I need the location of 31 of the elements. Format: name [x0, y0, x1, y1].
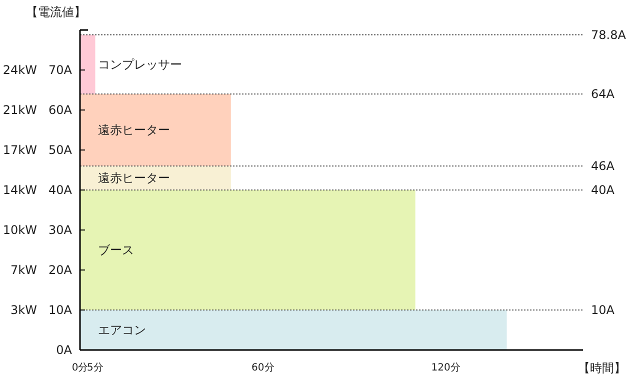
- y-tick-label: 40A: [48, 183, 73, 197]
- ref-line-label: 46A: [591, 159, 616, 173]
- ref-line-label: 64A: [591, 87, 616, 101]
- y-tick-label: 10A: [48, 303, 73, 317]
- series-label: 遠赤ヒーター: [98, 123, 170, 137]
- y-tick-label: 60A: [48, 103, 73, 117]
- x-axis-title: 【時間】: [578, 361, 626, 375]
- x-tick-label: 60分: [252, 362, 274, 374]
- y2-tick-label: 21kW: [2, 103, 38, 117]
- y-tick-label: 70A: [48, 63, 73, 77]
- y-tick-label: 30A: [48, 223, 73, 237]
- y-tick-label: 0A: [56, 343, 73, 357]
- x-tick-label: 5分: [87, 362, 104, 374]
- series-label: 遠赤ヒーター: [98, 171, 170, 185]
- y2-tick-label: 17kW: [2, 143, 38, 157]
- y2-tick-label: 3kW: [10, 303, 38, 317]
- series-label: コンプレッサー: [98, 57, 182, 72]
- y2-tick-label: 10kW: [2, 223, 38, 237]
- x-tick-label: 120分: [431, 362, 460, 374]
- y-tick-label: 20A: [48, 263, 73, 277]
- y2-tick-label: 7kW: [10, 263, 38, 277]
- ref-line-label: 10A: [591, 303, 616, 317]
- ref-line-label: 78.8A: [591, 28, 627, 42]
- y-axis-title: 【電流値】: [26, 5, 86, 19]
- series-label: エアコン: [98, 323, 146, 337]
- y2-tick-label: 14kW: [2, 183, 38, 197]
- ref-line-label: 40A: [591, 183, 616, 197]
- series-label: ブース: [98, 243, 134, 257]
- y-tick-label: 50A: [48, 143, 73, 157]
- x-tick-label: 0分: [72, 362, 88, 374]
- y2-tick-label: 24kW: [2, 63, 38, 77]
